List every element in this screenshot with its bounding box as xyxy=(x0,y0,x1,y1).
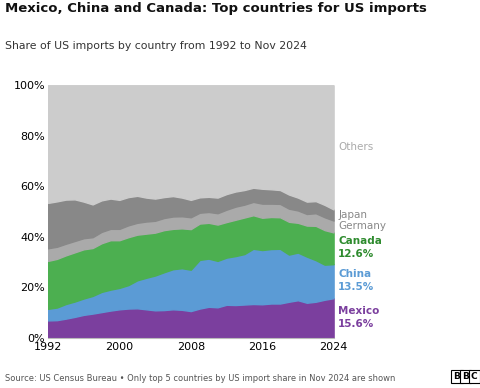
Text: Japan: Japan xyxy=(338,210,367,220)
Text: 15.6%: 15.6% xyxy=(338,319,374,329)
Text: B: B xyxy=(454,372,460,381)
Text: Mexico, China and Canada: Top countries for US imports: Mexico, China and Canada: Top countries … xyxy=(5,2,427,15)
Text: Germany: Germany xyxy=(338,222,386,232)
Text: Source: US Census Bureau • Only top 5 countries by US import share in Nov 2024 a: Source: US Census Bureau • Only top 5 co… xyxy=(5,374,395,383)
Text: 13.5%: 13.5% xyxy=(338,282,374,293)
Text: China: China xyxy=(338,269,371,279)
Text: B: B xyxy=(462,372,469,381)
Text: Canada: Canada xyxy=(338,236,382,246)
Text: C: C xyxy=(471,372,478,381)
Text: 12.6%: 12.6% xyxy=(338,249,374,260)
Text: Share of US imports by country from 1992 to Nov 2024: Share of US imports by country from 1992… xyxy=(5,41,307,51)
Text: Others: Others xyxy=(338,142,373,152)
Text: Mexico: Mexico xyxy=(338,306,379,316)
